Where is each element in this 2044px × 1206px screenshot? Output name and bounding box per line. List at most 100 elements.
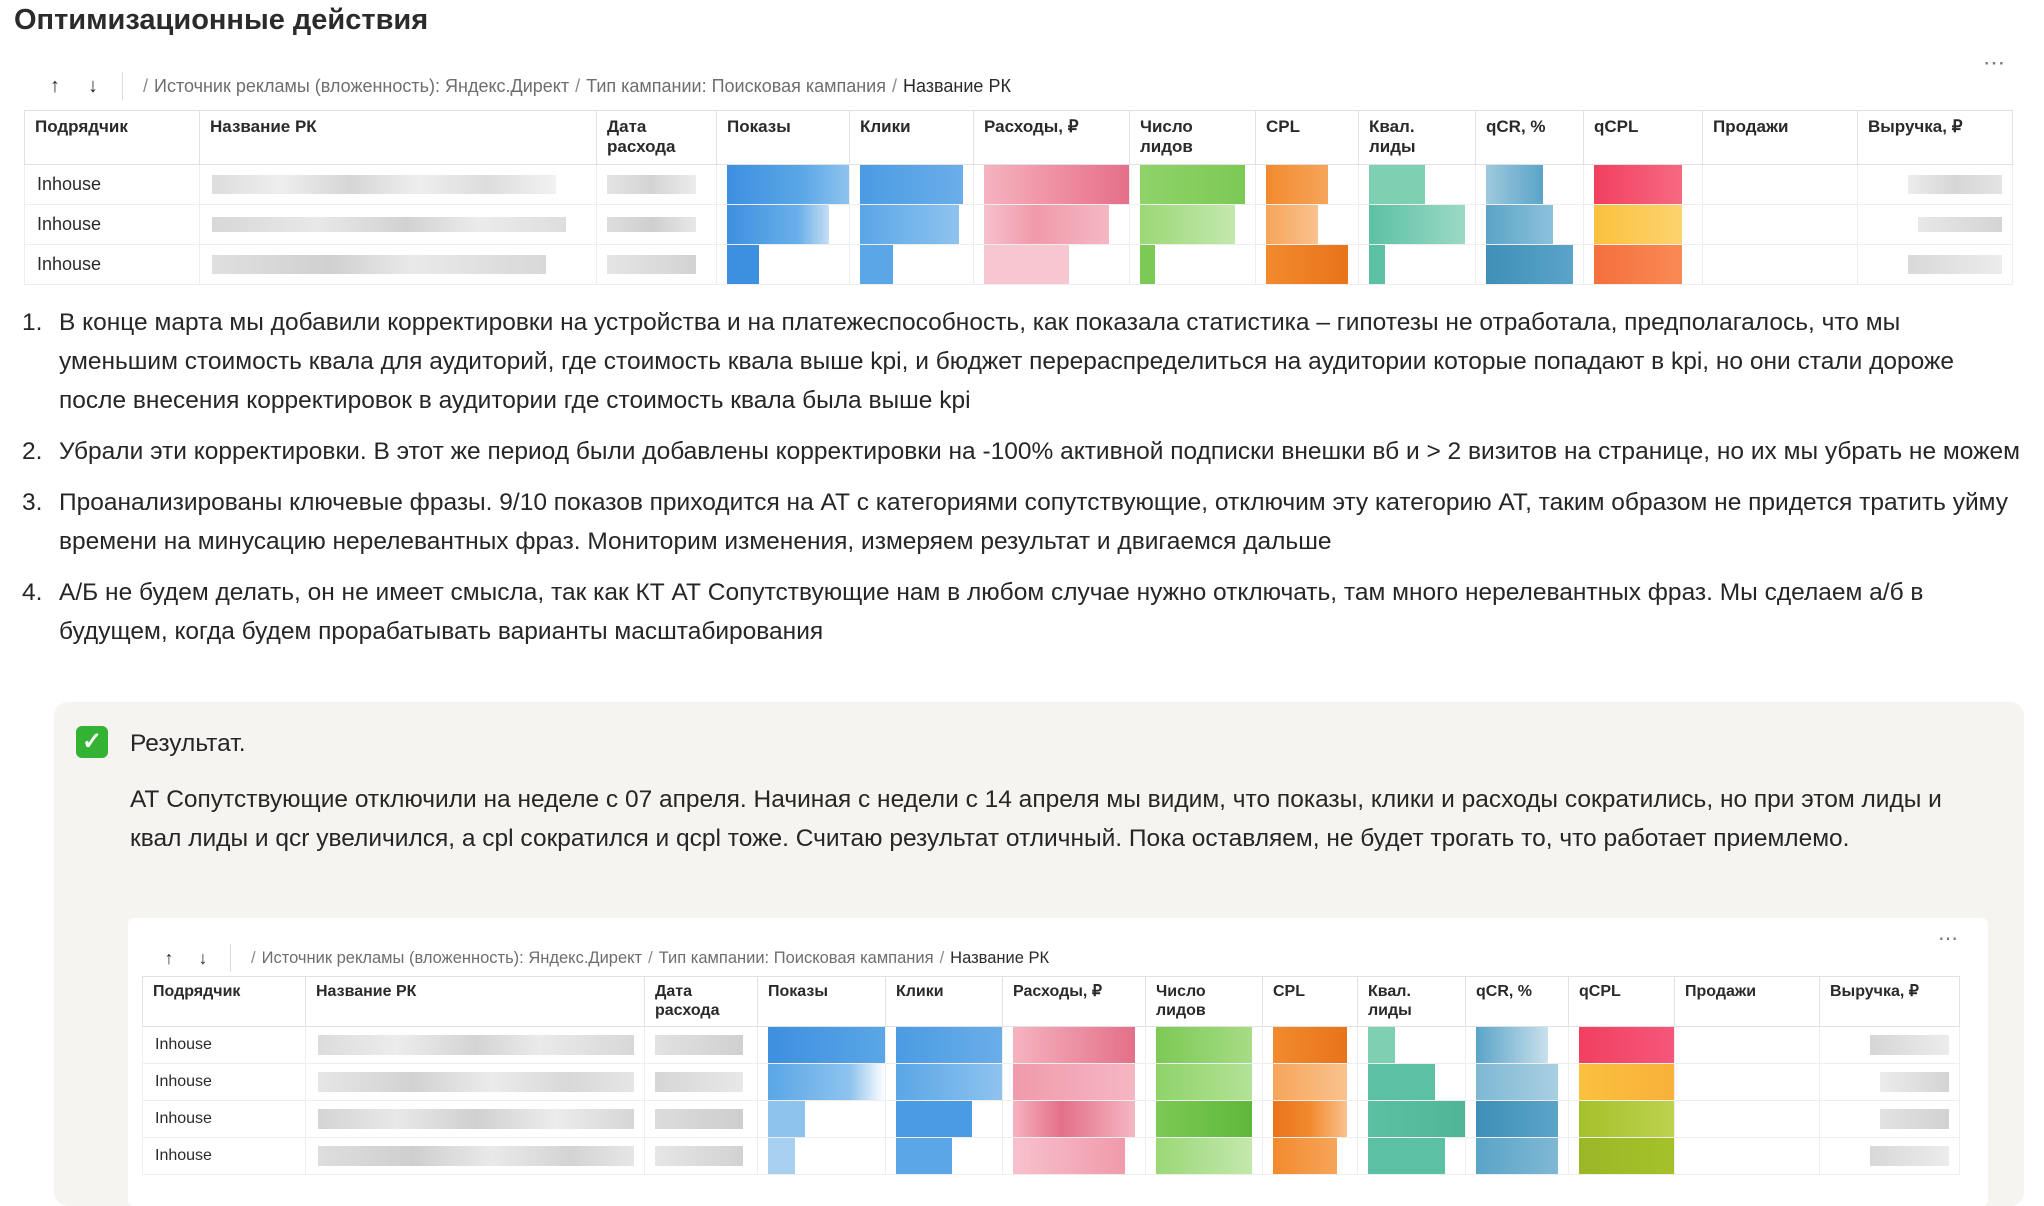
col-header-spend-date[interactable]: Дата расхода [596, 110, 717, 165]
check-icon: ✓ [76, 726, 108, 758]
list-item-text: В конце марта мы добавили корректировки … [59, 309, 1955, 414]
empty-cell [1674, 1100, 1820, 1138]
table-row[interactable]: Inhouse [142, 1100, 1960, 1138]
blurred-cell [644, 1100, 758, 1138]
breadcrumb-campaign-name[interactable]: Название РК [950, 948, 1050, 967]
heat-cell [1129, 164, 1256, 205]
heat-cell [1255, 244, 1359, 285]
more-options-icon[interactable]: ⋯ [1938, 928, 1959, 950]
heat-cell [1357, 1026, 1466, 1064]
heat-cell [1583, 244, 1703, 285]
heat-cell [1465, 1026, 1569, 1064]
heat-cell [1262, 1026, 1358, 1064]
heat-cell [1358, 164, 1476, 205]
col-header-clicks[interactable]: Клики [849, 110, 974, 165]
contractor-cell: Inhouse [142, 1063, 306, 1101]
blurred-cell [596, 164, 717, 205]
col-header-clicks[interactable]: Клики [885, 976, 1003, 1027]
col-header-qcr[interactable]: qCR, % [1475, 110, 1584, 165]
blurred-cell [305, 1100, 645, 1138]
table-toolbar: ↑ ↓ / Источник рекламы (вложенность): Ян… [36, 70, 1011, 102]
col-header-cpl[interactable]: CPL [1255, 110, 1359, 165]
col-header-qcpl[interactable]: qCPL [1568, 976, 1675, 1027]
heat-cell [1262, 1100, 1358, 1138]
col-header-qual-leads[interactable]: Квал. лиды [1357, 976, 1466, 1027]
col-header-qcpl[interactable]: qCPL [1583, 110, 1703, 165]
heat-cell [1475, 204, 1584, 245]
heat-cell [1358, 204, 1476, 245]
blurred-cell [305, 1137, 645, 1175]
breadcrumb-separator: / [939, 948, 945, 967]
breadcrumb-campaign-name[interactable]: Название РК [903, 75, 1011, 96]
list-item-text: А/Б не будем делать, он не имеет смысла,… [59, 579, 1924, 645]
heat-cell [757, 1100, 886, 1138]
breadcrumb-campaign-type[interactable]: Тип кампании: Поисковая кампания [586, 75, 886, 96]
table-row[interactable]: Inhouse [142, 1137, 1960, 1175]
list-number: 3. [22, 489, 43, 516]
col-header-spend[interactable]: Расходы, ₽ [973, 110, 1130, 165]
empty-cell [1702, 164, 1858, 205]
heat-cell [1262, 1063, 1358, 1101]
heat-cell [1568, 1026, 1675, 1064]
blurred-cell [644, 1026, 758, 1064]
breadcrumb-separator: / [648, 948, 653, 967]
table-row[interactable]: Inhouse [142, 1063, 1960, 1101]
table-row[interactable]: Inhouse [24, 164, 2013, 205]
contractor-cell: Inhouse [142, 1100, 306, 1138]
col-header-sales[interactable]: Продажи [1674, 976, 1820, 1027]
col-header-qual-leads[interactable]: Квал. лиды [1358, 110, 1476, 165]
table-row[interactable]: Inhouse [24, 204, 2013, 245]
heat-cell [885, 1100, 1003, 1138]
col-header-revenue[interactable]: Выручка, ₽ [1857, 110, 2013, 165]
table-row[interactable]: Inhouse [24, 244, 2013, 285]
breadcrumb-campaign-type[interactable]: Тип кампании: Поисковая кампания [658, 948, 934, 967]
empty-cell [1674, 1137, 1820, 1175]
heat-cell [1475, 244, 1584, 285]
heat-cell [1568, 1063, 1675, 1101]
col-header-leads[interactable]: Число лидов [1145, 976, 1263, 1027]
col-header-spend-date[interactable]: Дата расхода [644, 976, 758, 1027]
sort-down-icon[interactable]: ↓ [88, 74, 98, 97]
heat-cell [1583, 204, 1703, 245]
col-header-cpl[interactable]: CPL [1262, 976, 1358, 1027]
table-row[interactable]: Inhouse [142, 1026, 1960, 1064]
col-header-revenue[interactable]: Выручка, ₽ [1819, 976, 1960, 1027]
breadcrumb-source[interactable]: Источник рекламы (вложенность): Яндекс.Д… [154, 75, 570, 96]
blurred-cell [1819, 1026, 1960, 1064]
sort-up-icon[interactable]: ↑ [164, 947, 174, 968]
blurred-cell [1857, 244, 2013, 285]
col-header-qcr[interactable]: qCR, % [1465, 976, 1569, 1027]
heat-cell [849, 204, 974, 245]
sort-down-icon[interactable]: ↓ [198, 947, 208, 968]
breadcrumb-separator: / [575, 75, 581, 96]
col-header-impressions[interactable]: Показы [716, 110, 850, 165]
blurred-cell [1819, 1063, 1960, 1101]
col-header-contractor[interactable]: Подрядчик [142, 976, 306, 1027]
list-item: 4. А/Б не будем делать, он не имеет смысл… [22, 573, 2022, 651]
col-header-impressions[interactable]: Показы [757, 976, 886, 1027]
contractor-cell: Inhouse [142, 1026, 306, 1064]
blurred-cell [596, 204, 717, 245]
stats-table-after: Подрядчик Название РК Дата расхода Показ… [142, 976, 1960, 1175]
col-header-campaign-name[interactable]: Название РК [305, 976, 645, 1027]
sort-up-icon[interactable]: ↑ [50, 74, 60, 97]
heat-cell [716, 164, 850, 205]
blurred-cell [305, 1063, 645, 1101]
col-header-leads[interactable]: Число лидов [1129, 110, 1256, 165]
heat-cell [1465, 1100, 1569, 1138]
blurred-cell [199, 244, 597, 285]
col-header-contractor[interactable]: Подрядчик [24, 110, 200, 165]
blurred-cell [644, 1137, 758, 1175]
breadcrumb-source[interactable]: Источник рекламы (вложенность): Яндекс.Д… [261, 948, 643, 967]
breadcrumb-separator: / [143, 75, 149, 96]
heat-cell [1002, 1100, 1146, 1138]
heat-cell [1145, 1026, 1263, 1064]
col-header-campaign-name[interactable]: Название РК [199, 110, 597, 165]
list-number: 1. [22, 309, 43, 336]
col-header-sales[interactable]: Продажи [1702, 110, 1858, 165]
more-options-icon[interactable]: ⋯ [1983, 50, 2006, 75]
col-header-spend[interactable]: Расходы, ₽ [1002, 976, 1146, 1027]
empty-cell [1674, 1063, 1820, 1101]
list-number: 2. [22, 438, 43, 465]
blurred-cell [1819, 1137, 1960, 1175]
